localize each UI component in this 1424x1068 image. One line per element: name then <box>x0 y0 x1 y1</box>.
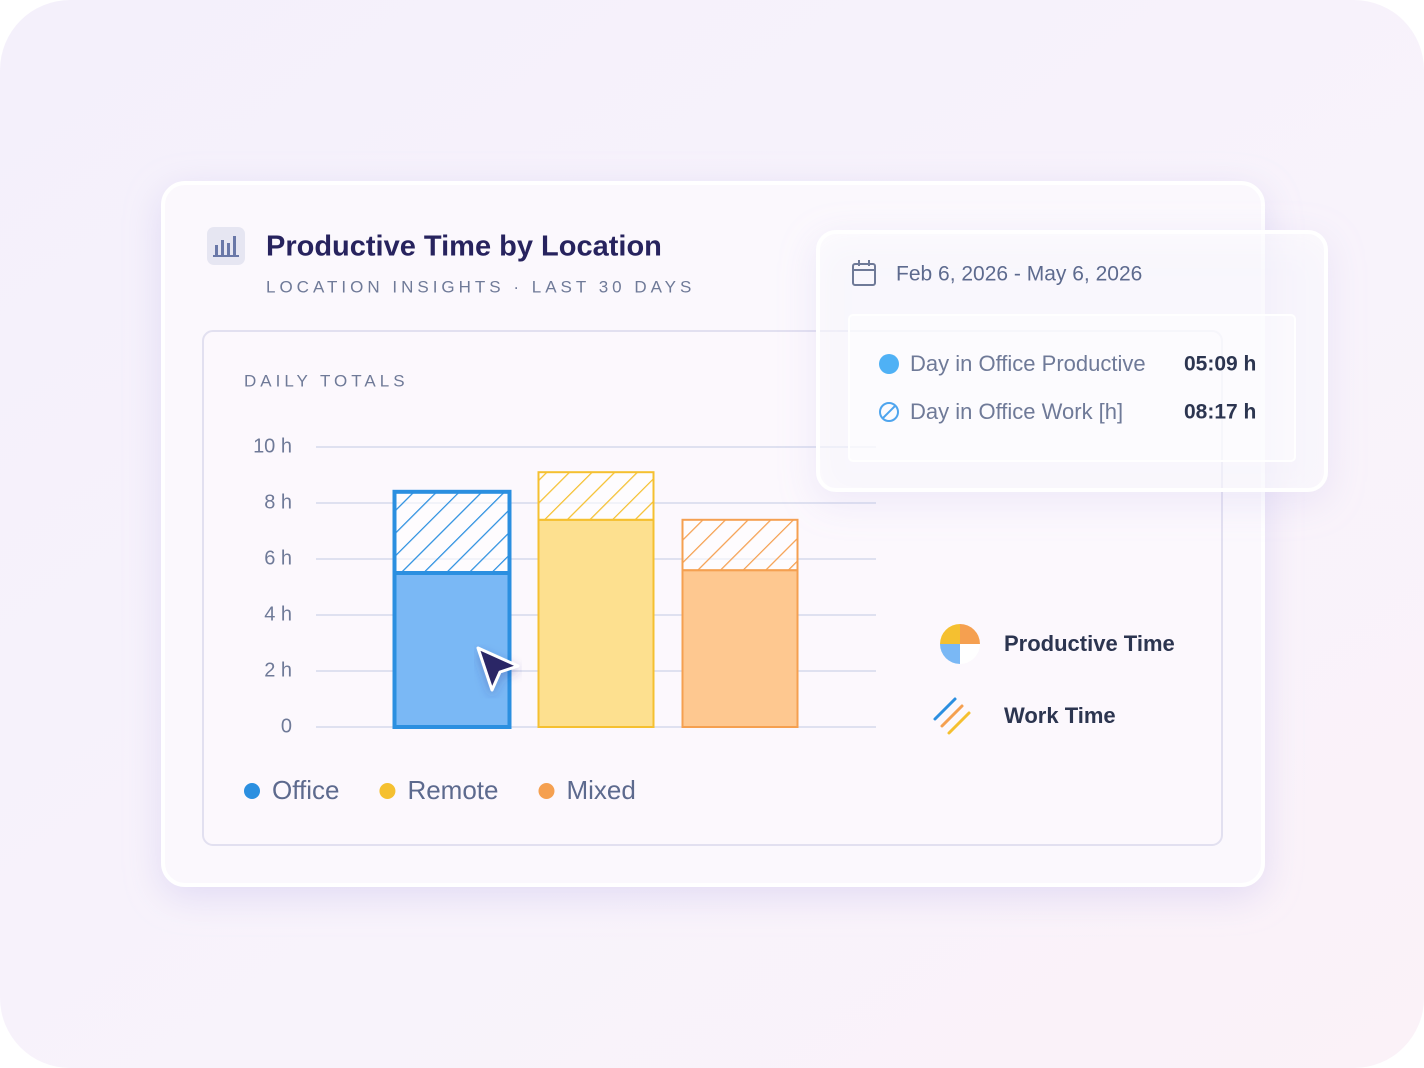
legend-dot <box>379 783 396 799</box>
y-tick-label: 0 <box>281 715 292 737</box>
productive-segment <box>537 518 655 728</box>
y-tick-label: 10 h <box>253 435 292 457</box>
work-segment <box>537 471 655 521</box>
y-tick-label: 4 h <box>264 603 292 625</box>
legend-label: Mixed <box>566 775 635 805</box>
tooltip-label: Day in Office Productive <box>910 351 1146 376</box>
y-tick-label: 2 h <box>264 659 292 681</box>
tooltip-label: Day in Office Work [h] <box>910 399 1123 424</box>
plot: 0 2 h 4 h 6 h 8 h 10 h Office Remote Mixed <box>244 435 876 805</box>
calendar-icon <box>852 260 876 286</box>
productive-icon-q <box>940 644 960 664</box>
pattern-legend-label: Productive Time <box>1004 631 1175 656</box>
work-icon <box>879 402 899 422</box>
legend-dot <box>244 783 260 799</box>
work-icon-stripe <box>947 711 971 735</box>
card-title: Productive Time by Location <box>266 231 662 263</box>
pattern-legend-label: Work Time <box>1004 703 1116 728</box>
cursor <box>476 646 520 692</box>
tooltip-value: 05:09 h <box>1184 353 1256 376</box>
tooltip: Feb 6, 2026 - May 6, 2026 Day in Office … <box>816 230 1328 492</box>
productive-icon-q <box>940 624 960 644</box>
pattern-legend: Productive Time Work Time <box>933 624 1175 735</box>
productive-segment <box>392 571 512 729</box>
work-segment <box>392 489 512 575</box>
productive-segment <box>681 569 799 729</box>
y-tick-label: 8 h <box>264 491 292 513</box>
legend-label: Remote <box>407 775 498 805</box>
chart-title: DAILY TOTALS <box>244 371 409 390</box>
productive-icon-q <box>960 624 980 644</box>
y-tick-label: 6 h <box>264 547 292 569</box>
productive-icon <box>879 354 899 374</box>
date-range: Feb 6, 2026 - May 6, 2026 <box>896 263 1142 286</box>
tooltip-value: 08:17 h <box>1184 401 1256 424</box>
legend-dot <box>538 783 555 799</box>
legend-label: Office <box>272 775 339 805</box>
work-icon-stripe <box>933 697 957 721</box>
card-subtitle: LOCATION INSIGHTS · LAST 30 DAYS <box>266 277 695 296</box>
work-icon-stripe <box>940 704 964 728</box>
chart-icon-bars <box>213 236 239 257</box>
chart-icon <box>207 227 245 265</box>
work-segment <box>681 518 799 572</box>
